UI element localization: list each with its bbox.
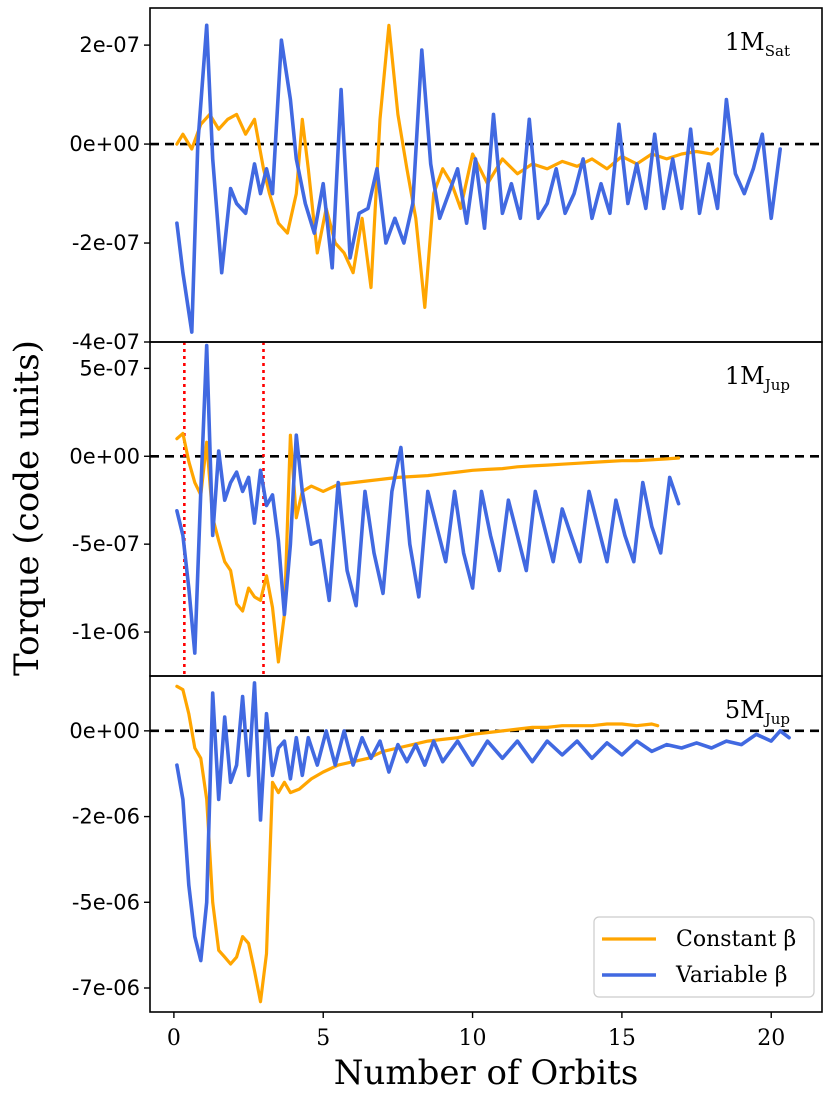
x-tick-label: 0 — [167, 1026, 181, 1051]
y-tick-label: -2e-06 — [72, 805, 140, 829]
plot-area — [150, 342, 822, 676]
legend-label-variable: Variable β — [675, 963, 788, 988]
panel-3: 0e+00 -2e-06 -5e-06 -7e-06 5MJup — [69, 675, 823, 1013]
panel-mass-label: 1MJup — [725, 362, 790, 394]
x-tick-label: 15 — [608, 1026, 636, 1051]
panel-mass-label-sub: Sat — [765, 42, 790, 60]
panel-mass-label-sub: Jup — [763, 710, 790, 728]
variable-beta-line — [175, 23, 782, 334]
y-tick-label: 0e+00 — [69, 719, 140, 743]
constant-beta-line — [175, 684, 660, 1004]
constant-beta-line — [175, 23, 720, 309]
panel-2: 5e-07 0e+00 -5e-07 -1e-06 1MJup — [69, 341, 823, 677]
x-axis-title: Number of Orbits — [334, 1053, 639, 1093]
y-tick-label: -4e-07 — [72, 330, 140, 354]
panels: 2e-070e+00-2e-07-4e-071MSat5e-070e+00-5e… — [69, 7, 823, 1013]
y-tick-label: 5e-07 — [79, 356, 140, 380]
panel-1: 2e-07 0e+00 -2e-07 -4e-07 1MSat — [69, 7, 823, 354]
y-tick-label: -5e-06 — [72, 890, 140, 914]
panel-mass-label: 1MSat — [725, 28, 790, 60]
legend-label-constant: Constant β — [676, 927, 796, 952]
x-tick-label: 5 — [316, 1026, 330, 1051]
variable-beta-line — [175, 681, 791, 963]
constant-beta-line — [175, 431, 681, 664]
x-tick-label: 20 — [757, 1026, 785, 1051]
y-tick-label: -5e-07 — [72, 532, 140, 556]
y-tick-label: 2e-07 — [79, 33, 140, 57]
plot-area — [150, 23, 822, 334]
variable-beta-line — [175, 343, 681, 655]
x-tick-label: 10 — [459, 1026, 487, 1051]
y-tick-label: -2e-07 — [72, 231, 140, 255]
panel-frame — [149, 675, 823, 1013]
panel-mass-label: 5MJup — [725, 696, 790, 728]
y-tick-label: -1e-06 — [72, 620, 140, 644]
x-axis: 0 5 10 15 20 — [167, 1012, 785, 1051]
legend-box — [593, 916, 815, 998]
legend: Constant β Variable β — [593, 916, 815, 998]
y-tick-label: 0e+00 — [69, 132, 140, 156]
plot-area — [150, 681, 822, 1004]
y-axis-title: Torque (code units) — [7, 340, 47, 676]
panel-mass-label-main: 1M — [725, 28, 765, 56]
panel-mass-label-sub: Jup — [763, 376, 790, 394]
y-tick-label: 0e+00 — [69, 444, 140, 468]
panel-mass-label-main: 5M — [725, 696, 765, 724]
y-tick-label: -7e-06 — [72, 976, 140, 1000]
panel-mass-label-main: 1M — [725, 362, 765, 390]
